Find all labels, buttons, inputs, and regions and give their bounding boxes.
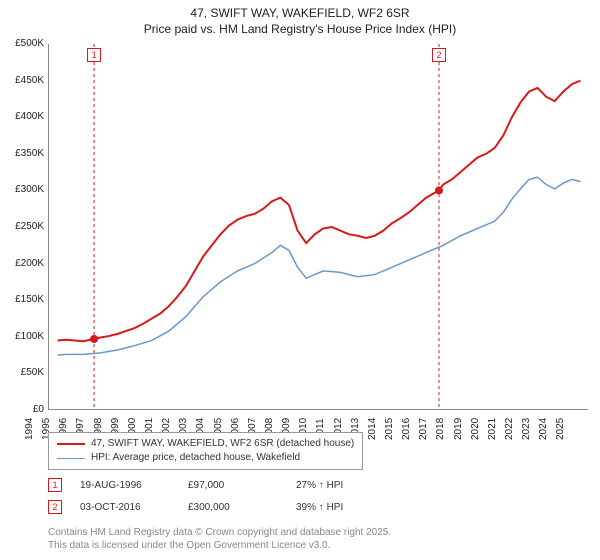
- sale-price-1: £300,000: [188, 502, 278, 513]
- y-tick-label: £500K: [0, 38, 44, 49]
- x-tick-label: 2015: [384, 418, 395, 440]
- y-tick-label: £250K: [0, 221, 44, 232]
- plot-sale-marker: 1: [87, 48, 101, 62]
- y-tick-label: £0: [0, 404, 44, 415]
- legend-row-0: 47, SWIFT WAY, WAKEFIELD, WF2 6SR (detac…: [57, 437, 354, 451]
- sale-date-1: 03-OCT-2016: [80, 502, 170, 513]
- y-tick-label: £300K: [0, 184, 44, 195]
- y-tick-label: £450K: [0, 75, 44, 86]
- x-tick-label: 2022: [504, 418, 515, 440]
- sale-marker-0: 1: [48, 478, 62, 492]
- x-tick-label: 2016: [401, 418, 412, 440]
- x-tick-label: 2019: [453, 418, 464, 440]
- x-tick-label: 2024: [538, 418, 549, 440]
- legend-row-1: HPI: Average price, detached house, Wake…: [57, 451, 354, 465]
- x-tick-label: 2014: [367, 418, 378, 440]
- sale-delta-1: 39% ↑ HPI: [296, 502, 386, 513]
- x-tick-label: 1994: [24, 418, 35, 440]
- plot-area: 12: [48, 44, 588, 410]
- y-tick-label: £400K: [0, 111, 44, 122]
- x-tick-label: 2017: [418, 418, 429, 440]
- sale-price-0: £97,000: [188, 480, 278, 491]
- sale-delta-0: 27% ↑ HPI: [296, 480, 386, 491]
- x-tick-label: 2023: [521, 418, 532, 440]
- legend-label-1: HPI: Average price, detached house, Wake…: [91, 451, 300, 465]
- legend: 47, SWIFT WAY, WAKEFIELD, WF2 6SR (detac…: [48, 432, 363, 470]
- title-line-1: 47, SWIFT WAY, WAKEFIELD, WF2 6SR: [0, 6, 600, 20]
- y-tick-label: £350K: [0, 148, 44, 159]
- footer-line-2: This data is licensed under the Open Gov…: [48, 539, 330, 552]
- y-tick-label: £200K: [0, 258, 44, 269]
- chart-container: 47, SWIFT WAY, WAKEFIELD, WF2 6SR Price …: [0, 0, 600, 560]
- x-tick-label: 2021: [487, 418, 498, 440]
- title-line-2: Price paid vs. HM Land Registry's House …: [0, 22, 600, 36]
- sale-marker-1: 2: [48, 500, 62, 514]
- sale-row-0: 1 19-AUG-1996 £97,000 27% ↑ HPI: [48, 478, 386, 492]
- sale-date-0: 19-AUG-1996: [80, 480, 170, 491]
- footer-line-1: Contains HM Land Registry data © Crown c…: [48, 526, 391, 539]
- x-tick-label: 2018: [435, 418, 446, 440]
- sale-row-1: 2 03-OCT-2016 £300,000 39% ↑ HPI: [48, 500, 386, 514]
- x-tick-label: 2025: [555, 418, 566, 440]
- legend-label-0: 47, SWIFT WAY, WAKEFIELD, WF2 6SR (detac…: [91, 437, 354, 451]
- x-tick-label: 2020: [470, 418, 481, 440]
- legend-swatch-1: [57, 458, 85, 459]
- y-tick-label: £50K: [0, 367, 44, 378]
- chart-title: 47, SWIFT WAY, WAKEFIELD, WF2 6SR Price …: [0, 0, 600, 36]
- y-tick-label: £150K: [0, 294, 44, 305]
- plot-svg: [49, 44, 589, 410]
- plot-sale-marker: 2: [432, 48, 446, 62]
- legend-swatch-0: [57, 443, 85, 445]
- y-tick-label: £100K: [0, 331, 44, 342]
